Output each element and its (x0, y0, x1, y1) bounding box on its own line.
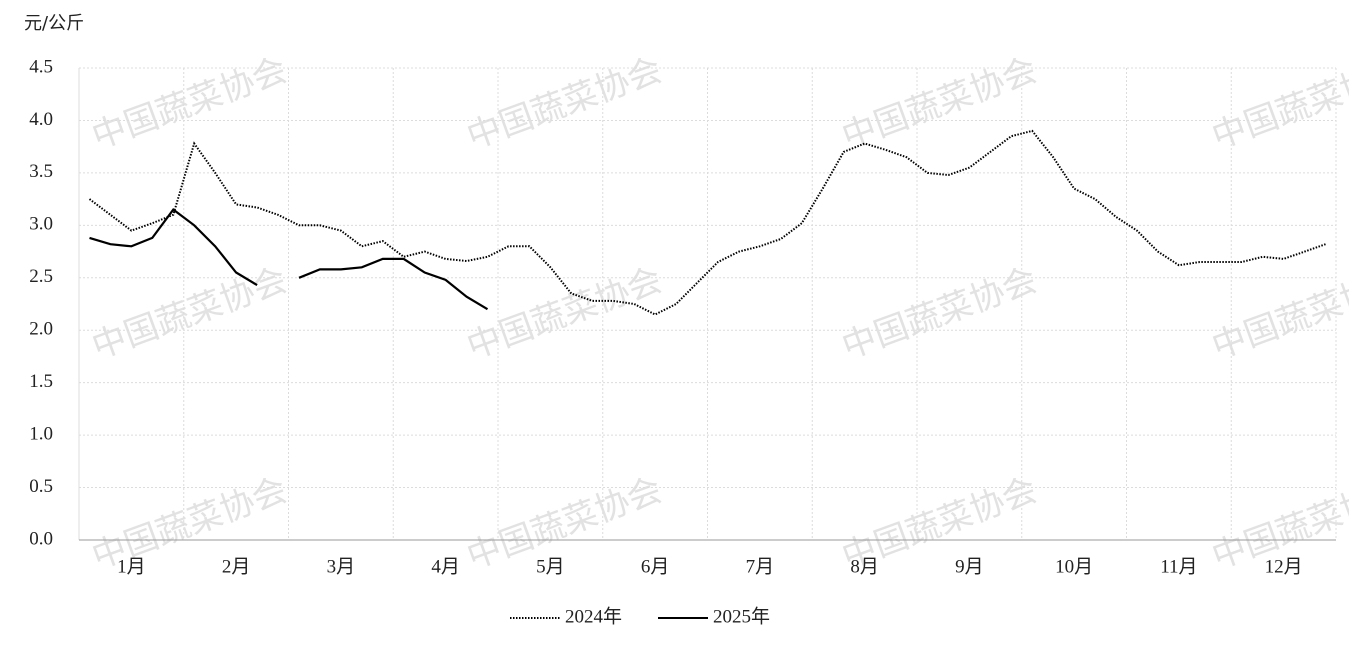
y-tick-label: 2.0 (29, 319, 53, 340)
x-tick-label: 2月 (222, 556, 251, 577)
x-tick-label: 3月 (327, 556, 356, 577)
y-tick-label: 0.0 (29, 528, 53, 549)
x-tick-label: 8月 (850, 556, 879, 577)
x-tick-label: 9月 (955, 556, 984, 577)
x-tick-label: 11月 (1160, 556, 1197, 577)
y-axis-label: 元/公斤 (24, 13, 84, 34)
x-tick-label: 1月 (117, 556, 146, 577)
watermark: 中国蔬菜协会 (87, 260, 292, 367)
watermark: 中国蔬菜协会 (837, 50, 1042, 157)
series-line (89, 208, 489, 311)
x-tick-label: 7月 (746, 556, 775, 577)
watermark: 中国蔬菜协会 (1207, 50, 1349, 157)
watermark: 中国蔬菜协会 (87, 50, 292, 157)
x-tick-label: 6月 (641, 556, 670, 577)
y-tick-label: 3.5 (29, 161, 53, 182)
y-tick-label: 4.0 (29, 109, 53, 130)
legend-label: 2025年 (713, 605, 770, 627)
legend-label: 2024年 (565, 605, 622, 627)
x-tick-label: 4月 (431, 556, 460, 577)
watermark: 中国蔬菜协会 (462, 50, 667, 157)
y-tick-label: 1.5 (29, 371, 53, 392)
series-line (88, 129, 1326, 316)
x-tick-label: 12月 (1265, 556, 1303, 577)
watermark: 中国蔬菜协会 (462, 260, 667, 367)
x-tick-label: 10月 (1055, 556, 1093, 577)
y-tick-label: 0.5 (29, 476, 53, 497)
watermark: 中国蔬菜协会 (837, 260, 1042, 367)
y-tick-label: 3.0 (29, 214, 53, 235)
y-tick-label: 2.5 (29, 266, 53, 287)
watermark: 中国蔬菜协会 (1207, 260, 1349, 367)
x-tick-label: 5月 (536, 556, 565, 577)
y-tick-label: 4.5 (29, 56, 53, 77)
y-tick-label: 1.0 (29, 423, 53, 444)
